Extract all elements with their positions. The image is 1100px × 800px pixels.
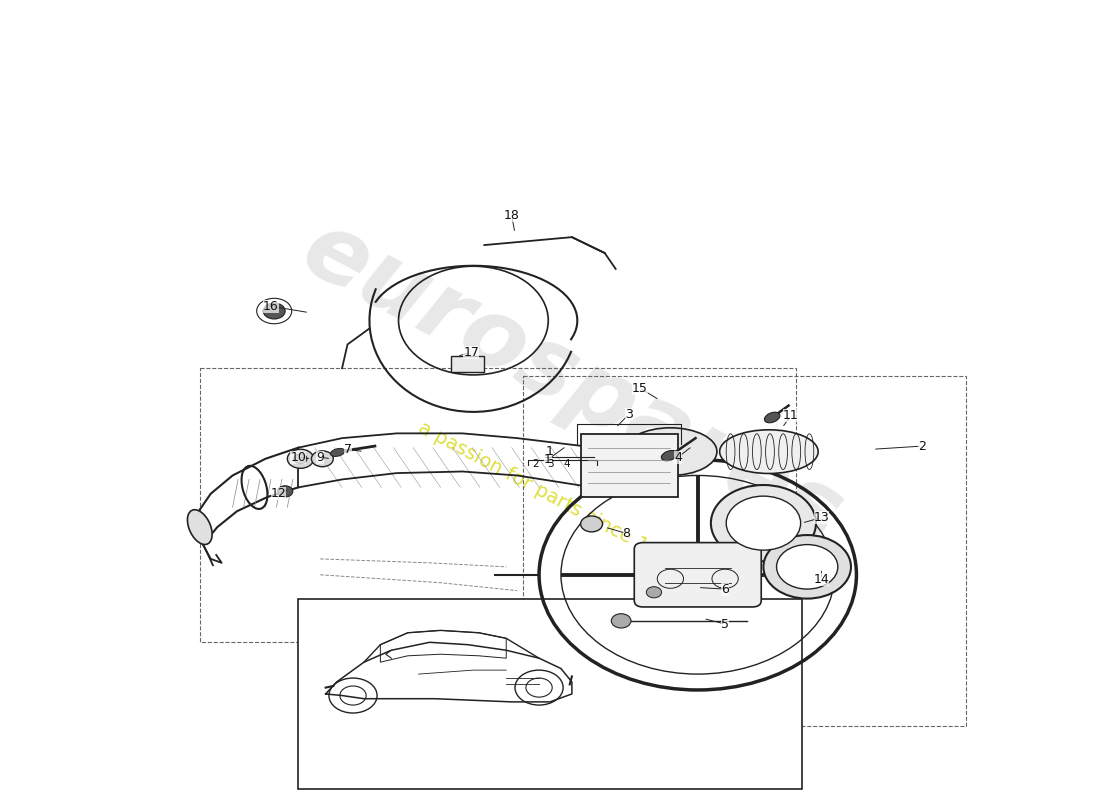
Text: 8: 8 bbox=[623, 527, 630, 540]
Circle shape bbox=[294, 454, 307, 463]
Text: a passion for parts since 1985: a passion for parts since 1985 bbox=[416, 418, 684, 573]
Circle shape bbox=[777, 545, 838, 589]
Circle shape bbox=[263, 303, 285, 319]
FancyBboxPatch shape bbox=[635, 542, 761, 607]
Text: 15: 15 bbox=[631, 382, 648, 394]
Text: 14: 14 bbox=[814, 573, 829, 586]
Text: 18: 18 bbox=[504, 209, 519, 222]
Ellipse shape bbox=[330, 449, 345, 457]
Circle shape bbox=[763, 535, 851, 598]
Circle shape bbox=[581, 516, 603, 532]
Text: 6: 6 bbox=[722, 582, 729, 595]
Text: 4: 4 bbox=[674, 450, 682, 464]
Text: 7: 7 bbox=[343, 442, 352, 456]
Circle shape bbox=[711, 485, 816, 562]
Bar bbox=[298, 598, 802, 790]
Ellipse shape bbox=[764, 412, 780, 422]
Text: 16: 16 bbox=[263, 300, 278, 313]
Circle shape bbox=[726, 496, 801, 550]
Circle shape bbox=[647, 586, 661, 598]
Circle shape bbox=[287, 450, 314, 468]
Text: 2: 2 bbox=[918, 439, 926, 453]
Text: 1: 1 bbox=[546, 445, 554, 458]
Text: 2: 2 bbox=[532, 458, 539, 469]
Text: 10: 10 bbox=[290, 450, 306, 464]
Bar bbox=[522, 376, 966, 726]
Circle shape bbox=[277, 486, 293, 497]
Text: 4: 4 bbox=[563, 458, 570, 469]
Circle shape bbox=[612, 614, 631, 628]
Ellipse shape bbox=[187, 510, 212, 545]
FancyBboxPatch shape bbox=[581, 434, 678, 497]
Bar bbox=[200, 368, 796, 642]
Text: 1: 1 bbox=[543, 453, 552, 466]
Circle shape bbox=[311, 451, 333, 466]
Text: 3: 3 bbox=[625, 408, 632, 421]
Bar bbox=[451, 356, 484, 372]
Text: 13: 13 bbox=[814, 511, 829, 524]
Text: 11: 11 bbox=[783, 410, 799, 422]
Text: 3: 3 bbox=[547, 458, 553, 469]
Ellipse shape bbox=[719, 430, 818, 474]
Ellipse shape bbox=[661, 450, 678, 461]
Text: 9: 9 bbox=[316, 450, 324, 464]
Text: 5: 5 bbox=[722, 618, 729, 630]
Text: 12: 12 bbox=[271, 487, 286, 500]
Ellipse shape bbox=[624, 428, 717, 475]
Text: eurospares: eurospares bbox=[286, 203, 857, 565]
Text: 17: 17 bbox=[463, 346, 480, 359]
